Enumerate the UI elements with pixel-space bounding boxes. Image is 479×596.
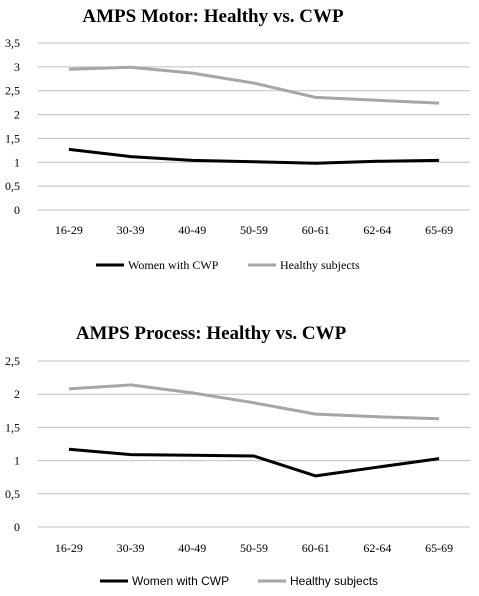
x-tick-label: 65-69 xyxy=(425,541,453,555)
x-tick-label: 65-69 xyxy=(425,223,453,237)
legend-label: Healthy subjects xyxy=(280,258,360,272)
series-line-healthy xyxy=(68,383,440,421)
x-tick-labels: 16-29 30-39 40-49 50-59 60-61 62-64 65-69 xyxy=(55,223,453,237)
legend-label: Women with CWP xyxy=(132,574,229,588)
y-tick-label: 1 xyxy=(14,155,20,169)
y-tick-label: 2,5 xyxy=(5,354,20,368)
y-tick-label: 1,5 xyxy=(5,420,20,434)
x-tick-label: 60-61 xyxy=(302,541,330,555)
legend: Women with CWP Healthy subjects xyxy=(100,574,378,588)
y-tick-labels: 0 0,5 1 1,5 2 2,5 xyxy=(5,354,20,534)
x-tick-label: 62-64 xyxy=(363,223,391,237)
y-tick-label: 2 xyxy=(14,387,20,401)
y-tick-label: 0 xyxy=(14,520,20,534)
y-tick-label: 1,5 xyxy=(5,131,20,145)
y-tick-label: 0,5 xyxy=(5,179,20,193)
x-tick-label: 50-59 xyxy=(240,223,268,237)
chart-motor: AMPS Motor: Healthy vs. CWP 0 0,5 1 1,5 2 2,5… xyxy=(5,6,470,272)
y-tick-label: 2,5 xyxy=(5,84,20,98)
y-tick-labels: 0 0,5 1 1,5 2 2,5 3 3,5 xyxy=(5,36,20,217)
chart-process: AMPS Process: Healthy vs. CWP 0 0,5 1 1,5 2 2… xyxy=(5,323,470,588)
y-tick-label: 3 xyxy=(14,60,20,74)
y-tick-label: 1 xyxy=(14,454,20,468)
x-tick-label: 60-61 xyxy=(302,223,330,237)
x-tick-label: 16-29 xyxy=(55,223,83,237)
legend: Women with CWP Healthy subjects xyxy=(96,258,360,272)
series-lines xyxy=(68,383,440,478)
x-tick-label: 40-49 xyxy=(178,541,206,555)
y-tick-label: 0,5 xyxy=(5,487,20,501)
legend-label: Women with CWP xyxy=(128,258,219,272)
x-tick-label: 50-59 xyxy=(240,541,268,555)
y-tick-label: 3,5 xyxy=(5,36,20,50)
y-tick-label: 2 xyxy=(14,108,20,122)
x-tick-label: 40-49 xyxy=(178,223,206,237)
series-lines xyxy=(68,65,440,165)
x-tick-label: 62-64 xyxy=(363,541,391,555)
x-tick-labels: 16-29 30-39 40-49 50-59 60-61 62-64 65-69 xyxy=(55,541,453,555)
x-tick-label: 30-39 xyxy=(117,541,145,555)
series-line-cwp xyxy=(68,147,440,165)
series-line-cwp xyxy=(68,447,440,478)
chart-title: AMPS Process: Healthy vs. CWP xyxy=(76,323,347,344)
y-tick-label: 0 xyxy=(14,203,20,217)
x-tick-label: 16-29 xyxy=(55,541,83,555)
legend-label: Healthy subjects xyxy=(290,574,378,588)
series-line-healthy xyxy=(68,65,440,105)
gridlines xyxy=(38,360,470,528)
x-tick-label: 30-39 xyxy=(117,223,145,237)
chart-title: AMPS Motor: Healthy vs. CWP xyxy=(82,6,344,27)
